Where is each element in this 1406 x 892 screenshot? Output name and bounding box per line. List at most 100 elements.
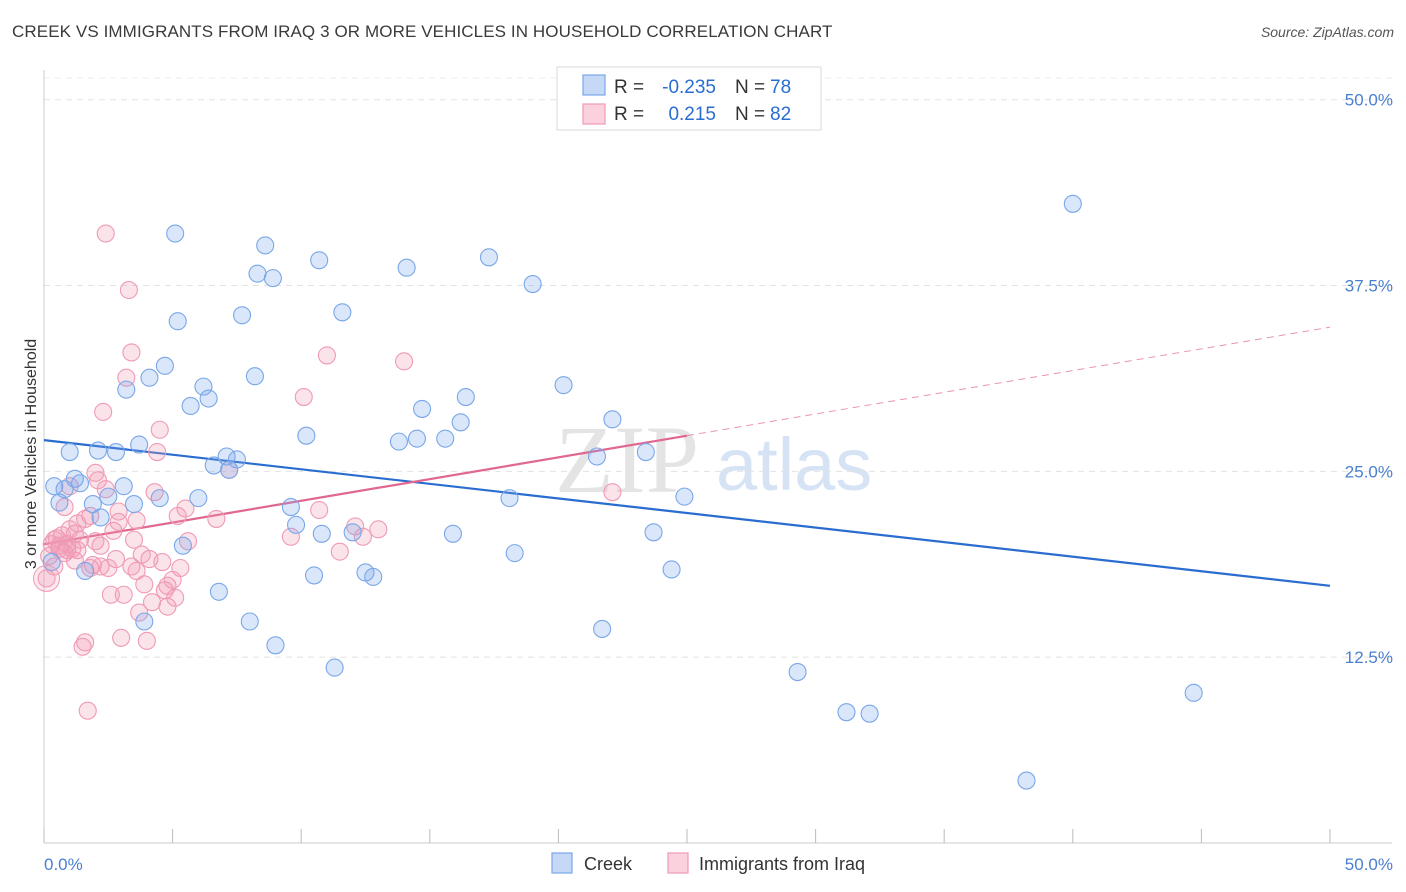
creek-point-72 bbox=[837, 703, 856, 722]
iraq-point-26 bbox=[106, 550, 126, 569]
iraq-point-35 bbox=[130, 603, 149, 622]
creek-point-57 bbox=[451, 413, 470, 432]
creek-point-4 bbox=[60, 442, 79, 462]
creek-point-40 bbox=[281, 497, 300, 517]
iraq-point-76 bbox=[91, 557, 110, 576]
creek-point-20 bbox=[155, 356, 174, 375]
y-tick-label-2: 37.5% bbox=[1345, 277, 1393, 296]
iraq-point-74 bbox=[76, 509, 95, 528]
creek-point-68 bbox=[644, 523, 663, 542]
creek-point-67 bbox=[636, 442, 655, 462]
creek-point-11 bbox=[99, 487, 118, 506]
iraq-point-66 bbox=[310, 500, 329, 520]
watermark-atlas: atlas bbox=[716, 423, 872, 506]
iraq-point-32 bbox=[122, 343, 141, 362]
iraq-point-28 bbox=[112, 628, 131, 647]
creek-point-48 bbox=[343, 523, 362, 542]
x-tick-label-1: 50.0% bbox=[1345, 855, 1393, 874]
creek-point-52 bbox=[397, 258, 416, 277]
x-tick-label-0: 0.0% bbox=[44, 855, 83, 874]
iraq-point-70 bbox=[353, 527, 372, 546]
creek-point-45 bbox=[312, 524, 331, 543]
creek-point-55 bbox=[436, 429, 455, 448]
iraq-point-58 bbox=[127, 511, 146, 530]
iraq-point-62 bbox=[207, 509, 226, 528]
creek-point-58 bbox=[456, 387, 475, 407]
creek-point-24 bbox=[181, 396, 200, 416]
iraq-point-22 bbox=[94, 402, 113, 421]
iraq-point-29 bbox=[114, 585, 133, 604]
iraq-point-31 bbox=[119, 280, 138, 300]
source-credit: Source: ZipAtlas.com bbox=[1260, 24, 1394, 40]
creek-point-47 bbox=[333, 303, 352, 322]
creek-point-22 bbox=[168, 312, 187, 331]
legend-swatch-iraq bbox=[582, 103, 606, 125]
legend-n-label-iraq: N = bbox=[735, 104, 765, 125]
iraq-trend-extension bbox=[686, 326, 1331, 437]
creek-point-27 bbox=[199, 389, 218, 408]
creek-point-30 bbox=[217, 447, 236, 466]
creek-point-39 bbox=[266, 636, 285, 655]
creek-point-56 bbox=[443, 524, 462, 543]
creek-point-18 bbox=[140, 368, 159, 387]
creek-trend-line bbox=[43, 439, 1331, 587]
creek-point-54 bbox=[413, 399, 432, 418]
creek-point-29 bbox=[209, 582, 228, 601]
creek-point-66 bbox=[603, 410, 622, 429]
iraq-point-21 bbox=[91, 536, 110, 555]
trend-lines bbox=[43, 326, 1331, 587]
iraq-trend-line bbox=[43, 434, 688, 546]
creek-point-32 bbox=[227, 450, 246, 469]
legend-r-label-iraq: R = bbox=[614, 104, 644, 125]
creek-point-50 bbox=[364, 567, 383, 586]
creek-point-38 bbox=[263, 269, 282, 288]
creek-point-23 bbox=[173, 536, 192, 555]
legend-bottom: Creek Immigrants from Iraq bbox=[551, 852, 865, 874]
creek-point-25 bbox=[189, 489, 208, 508]
creek-point-65 bbox=[593, 619, 612, 638]
axes bbox=[43, 70, 1392, 844]
iraq-point-71 bbox=[369, 520, 388, 539]
iraq-point-57 bbox=[104, 521, 123, 540]
creek-point-63 bbox=[554, 376, 573, 395]
iraq-point-37 bbox=[135, 575, 154, 594]
creek-point-33 bbox=[232, 306, 252, 325]
creek-point-71 bbox=[788, 662, 807, 682]
iraq-point-25 bbox=[101, 585, 120, 604]
iraq-point-73 bbox=[603, 483, 622, 502]
iraq-point-67 bbox=[317, 346, 336, 365]
legend-r-value-creek: -0.235 bbox=[662, 77, 716, 98]
iraq-point-56 bbox=[96, 480, 115, 499]
creek-point-59 bbox=[479, 248, 499, 267]
creek-point-26 bbox=[194, 377, 213, 396]
creek-point-70 bbox=[675, 487, 694, 506]
legend-n-value-iraq: 82 bbox=[770, 104, 791, 125]
creek-point-0 bbox=[42, 552, 61, 572]
creek-point-44 bbox=[310, 251, 329, 270]
bottom-legend-label-iraq: Immigrants from Iraq bbox=[699, 854, 865, 874]
iraq-point-49 bbox=[168, 506, 187, 526]
iraq-point-40 bbox=[142, 593, 162, 612]
legend-r-value-iraq: 0.215 bbox=[668, 104, 716, 125]
y-tick-label-0: 12.5% bbox=[1345, 648, 1393, 667]
iraq-point-72 bbox=[395, 352, 414, 371]
creek-point-41 bbox=[287, 515, 306, 534]
creek-point-76 bbox=[1017, 771, 1036, 790]
creek-point-21 bbox=[166, 224, 185, 243]
creek-point-19 bbox=[150, 489, 169, 508]
creek-point-53 bbox=[407, 429, 426, 448]
y-axis-label: 3 or more Vehicles in Household bbox=[23, 339, 40, 569]
iraq-point-33 bbox=[124, 530, 144, 549]
creek-point-12 bbox=[106, 442, 126, 462]
iraq-point-77 bbox=[122, 557, 141, 576]
iraq-point-50 bbox=[171, 558, 190, 578]
iraq-point-44 bbox=[153, 552, 172, 572]
legend-swatch-creek bbox=[582, 74, 606, 96]
creek-point-8 bbox=[83, 495, 102, 514]
creek-point-75 bbox=[1184, 683, 1203, 702]
creek-point-16 bbox=[130, 435, 149, 454]
iraq-point-78 bbox=[158, 576, 177, 595]
iraq-point-81 bbox=[45, 530, 64, 549]
creek-point-34 bbox=[240, 612, 259, 631]
